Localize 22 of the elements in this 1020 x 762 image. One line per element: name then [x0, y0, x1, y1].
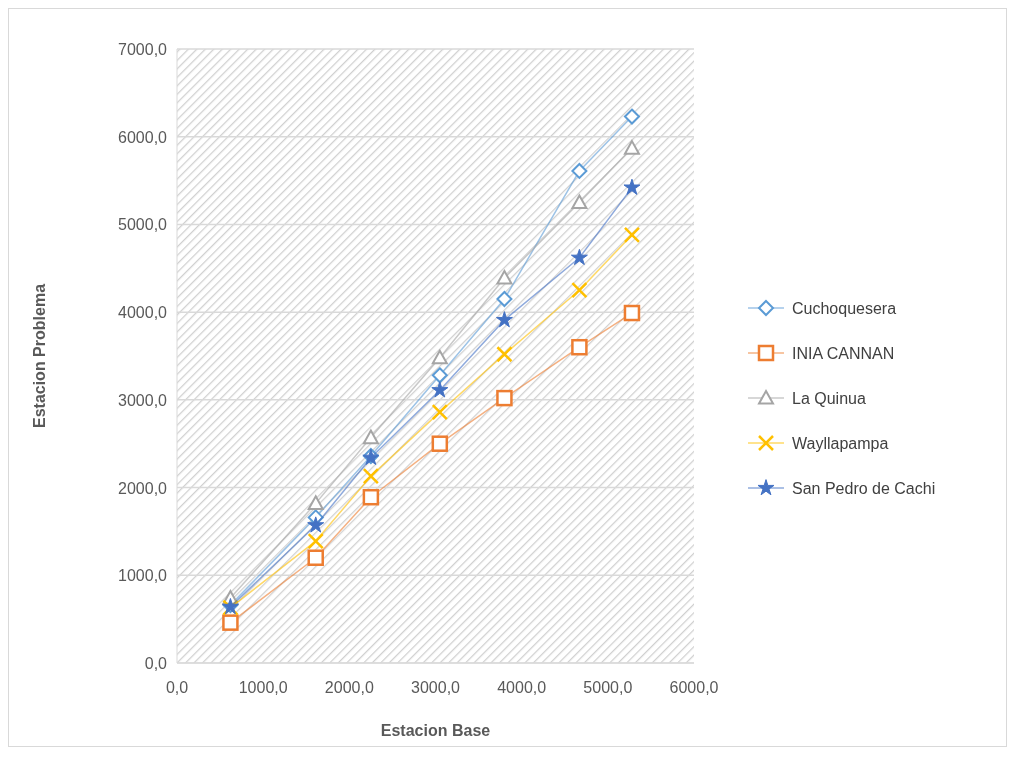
- x-axis-title: Estacion Base: [380, 722, 491, 739]
- y-tick-label: 7000,0: [118, 41, 168, 58]
- x-tick-label: 1000,0: [238, 679, 288, 696]
- legend-label: Wayllapampa: [792, 435, 889, 452]
- y-tick-label: 0,0: [144, 655, 168, 672]
- x-tick-label: 6000,0: [669, 679, 719, 696]
- y-tick-label: 3000,0: [118, 391, 168, 409]
- legend-label: San Pedro de Cachi: [792, 480, 936, 497]
- x-tick-label: 3000,0: [411, 679, 461, 696]
- legend-label: La Quinua: [792, 390, 866, 407]
- x-tick-label: 2000,0: [324, 679, 374, 696]
- legend-label: Cuchoquesera: [792, 300, 897, 317]
- legend-label: INIA CANNAN: [792, 345, 895, 362]
- x-tick-label: 5000,0: [583, 679, 633, 696]
- x-tick-label: 0,0: [165, 679, 189, 696]
- y-tick-label: 4000,0: [118, 304, 168, 322]
- y-tick-label: 2000,0: [118, 479, 168, 497]
- y-tick-label: 6000,0: [118, 128, 168, 146]
- y-tick-label: 1000,0: [118, 567, 168, 585]
- y-tick-label: 5000,0: [118, 216, 168, 234]
- x-tick-label: 4000,0: [497, 679, 547, 696]
- y-axis-title: Estacion Problema: [31, 283, 48, 429]
